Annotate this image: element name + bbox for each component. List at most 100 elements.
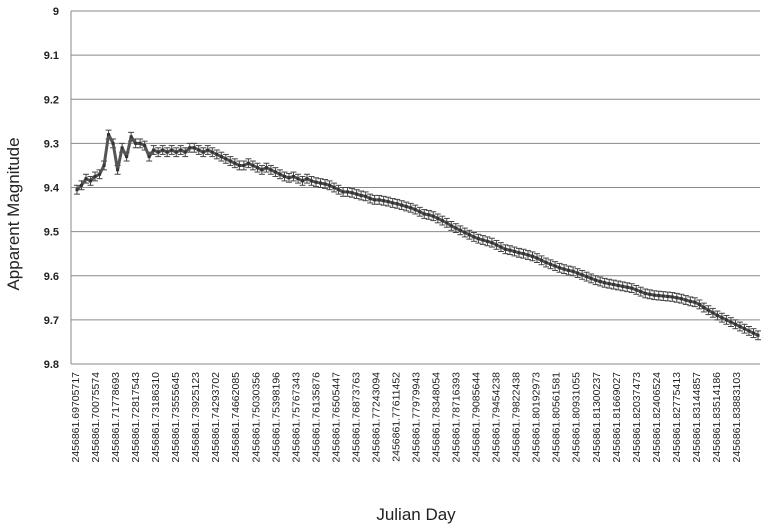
- data-point: [93, 174, 97, 178]
- data-point: [89, 179, 93, 183]
- data-point: [138, 141, 142, 145]
- data-point: [300, 179, 304, 183]
- data-point: [400, 203, 404, 207]
- data-point: [639, 290, 643, 294]
- data-point: [449, 224, 453, 228]
- data-point: [648, 292, 652, 296]
- y-tick-label: 9.3: [44, 138, 59, 150]
- data-point: [720, 316, 724, 320]
- data-point: [521, 252, 525, 256]
- y-tick-label: 9.5: [44, 227, 59, 239]
- data-point: [413, 208, 417, 212]
- data-point: [355, 192, 359, 196]
- y-tick-label: 9.7: [44, 315, 59, 327]
- data-point: [305, 177, 309, 181]
- data-point: [436, 216, 440, 220]
- data-point: [368, 197, 372, 201]
- error-bars: [74, 129, 761, 341]
- data-point: [192, 146, 196, 150]
- data-point: [269, 168, 273, 172]
- data-point: [688, 299, 692, 303]
- x-tick-label: 2456861.78716393: [451, 372, 463, 463]
- x-tick-label: 2456861.80192973: [531, 372, 543, 463]
- data-point: [535, 256, 539, 260]
- data-point: [278, 172, 282, 176]
- x-tick-label: 2456861.74662085: [230, 372, 242, 463]
- data-point: [454, 226, 458, 230]
- y-tick-label: 9.1: [44, 50, 59, 62]
- x-tick-label: 2456861.73186310: [150, 372, 162, 463]
- data-point: [107, 133, 111, 137]
- data-point: [332, 186, 336, 189]
- x-tick-label: 2456861.73555645: [170, 372, 182, 463]
- data-point: [621, 284, 625, 288]
- data-point: [75, 188, 79, 192]
- data-point: [630, 286, 634, 290]
- data-point: [215, 152, 219, 156]
- data-point: [152, 148, 156, 152]
- data-point: [607, 282, 611, 286]
- x-tick-label: 2456861.81669027: [611, 372, 623, 463]
- data-point: [242, 163, 246, 167]
- data-point: [341, 190, 345, 194]
- data-point: [562, 267, 566, 271]
- data-point: [715, 313, 719, 317]
- y-axis: 9 9.1 9.2 9.3 9.4 9.5 9.6 9.7 9.8: [44, 6, 72, 371]
- data-point: [616, 283, 620, 287]
- data-point: [201, 150, 205, 154]
- data-point: [467, 233, 471, 237]
- data-point: [237, 163, 241, 167]
- x-tick-label: 2456861.80561581: [551, 372, 563, 463]
- data-point: [111, 141, 115, 145]
- data-point: [485, 239, 489, 243]
- x-tick-label: 2456861.69705717: [70, 372, 82, 463]
- data-point: [170, 148, 174, 152]
- data-point: [445, 221, 449, 225]
- data-point: [273, 170, 277, 174]
- data-point: [589, 276, 593, 280]
- data-point: [197, 148, 201, 152]
- data-point: [549, 262, 553, 266]
- data-point: [391, 201, 395, 205]
- data-point: [603, 281, 607, 285]
- data-point: [490, 241, 494, 245]
- data-point: [657, 294, 661, 298]
- data-point: [418, 210, 422, 214]
- y-tick-label: 9: [53, 6, 59, 18]
- data-point: [346, 190, 350, 194]
- data-point: [733, 322, 737, 326]
- data-point: [134, 141, 138, 145]
- data-point: [147, 155, 151, 159]
- data-point: [476, 237, 480, 241]
- data-point: [161, 148, 165, 152]
- data-point: [526, 253, 530, 257]
- data-point: [670, 295, 674, 299]
- x-tick-label: 2456861.83883103: [731, 372, 743, 463]
- data-point: [742, 327, 746, 331]
- data-point: [458, 228, 462, 232]
- data-point: [84, 177, 88, 181]
- y-tick-label: 9.8: [44, 359, 59, 371]
- data-point: [567, 268, 571, 272]
- data-point: [386, 200, 390, 204]
- data-point: [350, 191, 354, 195]
- x-tick-label: 2456861.70075574: [90, 372, 102, 463]
- data-point: [706, 308, 710, 312]
- data-point: [711, 311, 715, 315]
- data-point: [503, 247, 507, 251]
- data-point: [517, 251, 521, 255]
- data-point: [634, 288, 638, 292]
- data-point: [255, 166, 259, 170]
- data-point: [531, 254, 535, 258]
- series-line: [75, 133, 759, 337]
- x-tick-label: 2456861.83144857: [691, 372, 703, 463]
- data-point: [260, 168, 264, 172]
- data-point: [553, 264, 557, 268]
- data-point: [585, 275, 589, 279]
- grid-lines: [71, 10, 760, 365]
- data-point: [206, 148, 210, 152]
- data-point: [165, 150, 169, 154]
- data-point: [264, 166, 268, 170]
- y-axis-title: Apparent Magnitude: [4, 137, 23, 290]
